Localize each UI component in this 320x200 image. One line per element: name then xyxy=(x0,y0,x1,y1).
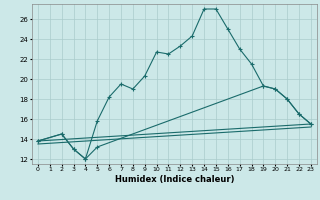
X-axis label: Humidex (Indice chaleur): Humidex (Indice chaleur) xyxy=(115,175,234,184)
